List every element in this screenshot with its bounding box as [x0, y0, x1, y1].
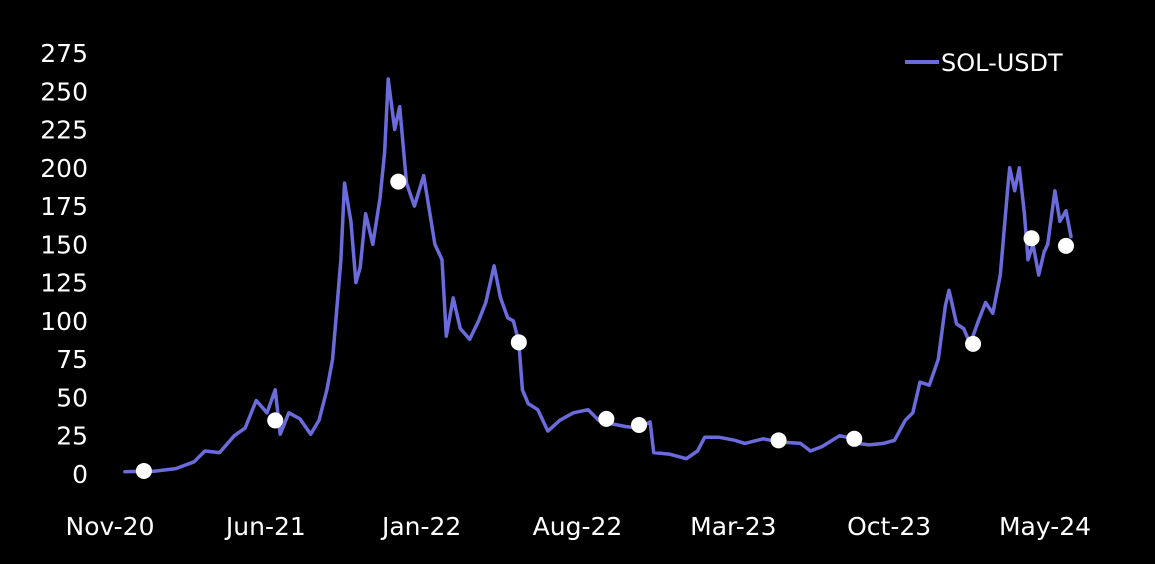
x-tick-label: Jan-22 [380, 512, 461, 541]
y-tick-label: 200 [40, 154, 88, 183]
x-tick-label: Mar-23 [690, 512, 776, 541]
data-point-marker[interactable] [598, 410, 615, 427]
y-tick-label: 275 [40, 39, 88, 68]
data-point-marker[interactable] [965, 335, 982, 352]
data-point-marker[interactable] [390, 173, 407, 190]
data-point-marker[interactable] [1057, 237, 1074, 254]
data-point-marker[interactable] [631, 417, 648, 434]
x-tick-label: May-24 [999, 512, 1091, 541]
x-axis-ticks: Nov-20 Jun-21 Jan-22 Aug-22 Mar-23 Oct-23 May-… [66, 512, 1092, 541]
y-axis-ticks: 0 25 50 75 100 125 150 175 200 225 250 275 [40, 39, 88, 489]
x-tick-label: Jun-21 [224, 512, 306, 541]
y-tick-label: 25 [56, 422, 88, 451]
y-tick-label: 250 [40, 77, 88, 106]
series-line-sol-usdt [123, 77, 1073, 474]
data-point-marker[interactable] [1023, 230, 1040, 247]
y-tick-label: 0 [72, 460, 88, 489]
x-tick-label: Nov-20 [66, 512, 155, 541]
x-tick-label: Aug-22 [533, 512, 623, 541]
data-point-marker[interactable] [135, 462, 152, 479]
data-point-marker[interactable] [770, 432, 787, 449]
y-tick-label: 75 [56, 345, 88, 374]
marker-layer [135, 173, 1074, 479]
y-tick-label: 100 [40, 307, 88, 336]
series-layer [123, 77, 1073, 474]
y-tick-label: 225 [40, 116, 88, 145]
y-tick-label: 125 [40, 269, 88, 298]
data-point-marker[interactable] [510, 334, 527, 351]
x-tick-label: Oct-23 [847, 512, 931, 541]
y-tick-label: 150 [40, 230, 88, 259]
y-tick-label: 50 [56, 383, 88, 412]
legend[interactable]: SOL-USDT [905, 49, 1063, 77]
y-tick-label: 175 [40, 192, 88, 221]
legend-label: SOL-USDT [941, 49, 1063, 77]
data-point-marker[interactable] [267, 412, 284, 429]
data-point-marker[interactable] [846, 430, 863, 447]
